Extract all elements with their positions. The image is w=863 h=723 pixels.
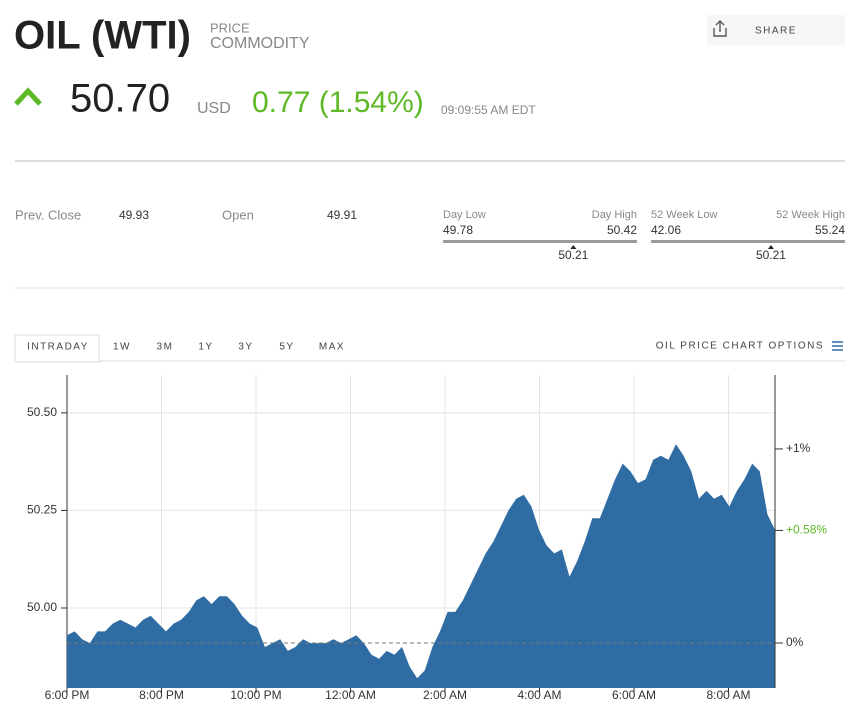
range-high-label: 52 Week High [776,209,845,221]
currency: USD [197,100,231,117]
range-high-label: Day High [592,209,637,221]
tab[interactable]: 1Y [198,342,213,353]
range-high: 50.42 [607,223,637,237]
x-tick-label: 8:00 AM [706,688,750,702]
prev-close: 49.93 [119,208,149,222]
open-label: Open [222,207,254,222]
tab[interactable]: MAX [319,342,345,353]
time: 09:09:55 AM EDT [441,103,536,117]
y2-tick-label: +1% [786,441,811,455]
range-low: 49.78 [443,223,473,237]
prev-close-label: Prev. Close [15,207,81,222]
share-label[interactable]: SHARE [755,26,797,37]
y-tick-label: 50.00 [27,600,57,614]
tab[interactable]: 3Y [238,342,253,353]
range-low-label: Day Low [443,209,486,221]
price: 50.70 [70,77,170,121]
open: 49.91 [327,208,357,222]
x-tick-label: 2:00 AM [423,688,467,702]
y2-tick-label: 0% [786,635,804,649]
up-arrow [14,87,42,106]
range-marker [570,245,577,249]
share-button[interactable] [707,15,845,45]
tab[interactable]: 3M [157,342,174,353]
range-bar [651,240,845,243]
range-current: 50.21 [558,248,588,262]
price-area [67,444,775,688]
quote-name: OIL (WTI) [14,14,191,58]
tab-active-box [14,334,100,363]
x-tick-label: 6:00 AM [612,688,656,702]
x-tick-label: 4:00 AM [517,688,561,702]
range-low-label: 52 Week Low [651,209,718,221]
tab[interactable]: 1W [113,342,131,353]
y-tick-label: 50.25 [27,503,57,517]
x-tick-label: 10:00 PM [230,688,281,702]
range-low: 42.06 [651,223,681,237]
x-tick-label: 12:00 AM [325,688,376,702]
chart-options[interactable]: OIL PRICE CHART OPTIONS [656,341,824,352]
tab[interactable]: 5Y [279,342,294,353]
tab[interactable]: INTRADAY [27,342,89,353]
kind: COMMODITY [210,35,310,52]
menu-icon[interactable] [832,341,843,351]
x-tick-label: 6:00 PM [45,688,90,702]
range-marker [767,245,774,249]
change: 0.77 (1.54%) [252,86,424,119]
y-tick-label: 50.50 [27,405,57,419]
kind-label: PRICE [210,20,250,35]
range-high: 55.24 [815,223,845,237]
range-current: 50.21 [756,248,786,262]
range-bar [443,240,637,243]
x-tick-label: 8:00 PM [139,688,184,702]
share-icon [713,20,727,37]
y2-tick-label: +0.58% [786,523,827,537]
